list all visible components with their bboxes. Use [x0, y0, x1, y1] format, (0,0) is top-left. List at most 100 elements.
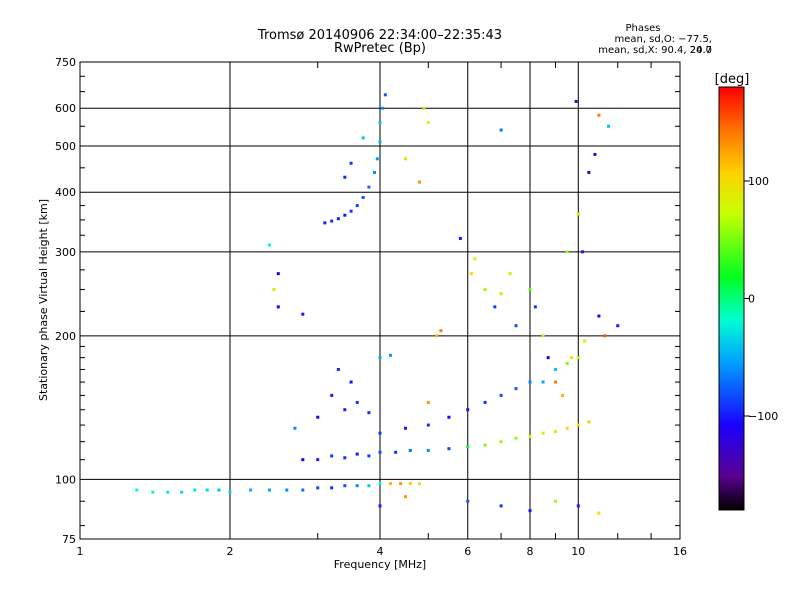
phase-stats-x: mean, sd,X: 90.4, 24.7 [598, 45, 712, 56]
scatter-point [533, 305, 537, 309]
scatter-point [439, 329, 443, 333]
scatter-point [330, 486, 334, 490]
scatter-point [561, 393, 565, 397]
scatter-point [616, 324, 620, 328]
colorbar-label: [deg] [715, 72, 750, 87]
y-tick-label: 500 [55, 140, 76, 153]
scatter-point [367, 411, 371, 415]
x-tick-label: 16 [673, 545, 687, 558]
scatter-point [473, 257, 477, 261]
scatter-point [403, 495, 407, 499]
scatter-point [514, 324, 518, 328]
scatter-point [336, 367, 340, 371]
scatter-point [426, 400, 430, 404]
scatter-point [483, 443, 487, 447]
scatter-point [508, 272, 512, 276]
scatter-point [576, 423, 580, 427]
phase-stats-title: Phases [625, 23, 661, 34]
colorbar-ticks: 100 0 −100 [744, 175, 778, 423]
x-tick-label: 8 [527, 545, 534, 558]
colorbar-tick-label: −100 [748, 410, 778, 423]
scatter-point [355, 400, 359, 404]
scatter-point [447, 415, 451, 419]
scatter-point [323, 221, 327, 225]
scatter-point [349, 209, 353, 213]
scatter-point [349, 380, 353, 384]
scatter-point [394, 450, 398, 454]
scatter-point [343, 213, 347, 217]
scatter-point [378, 140, 382, 144]
scatter-point [553, 367, 557, 371]
scatter-point [378, 482, 382, 486]
scatter-points [135, 93, 620, 515]
scatter-point [336, 217, 340, 221]
scatter-point [228, 490, 232, 494]
y-tick-label: 400 [55, 186, 76, 199]
scatter-point [378, 431, 382, 435]
scatter-point [285, 488, 289, 492]
scatter-point [576, 504, 580, 508]
x-tick-label: 6 [464, 545, 471, 558]
scatter-point [301, 488, 305, 492]
y-axis-ticks: 75 100 200 300 400 500 600 750 [55, 56, 680, 546]
scatter-point [499, 292, 503, 296]
scatter-point [514, 436, 518, 440]
scatter-point [469, 272, 473, 276]
scatter-point [378, 121, 382, 125]
scatter-point [546, 356, 550, 360]
scatter-point [541, 431, 545, 435]
scatter-point [180, 490, 184, 494]
colorbar-tick-label: 100 [748, 175, 769, 188]
scatter-point [378, 450, 382, 454]
scatter-point [528, 288, 532, 292]
scatter-point [553, 499, 557, 503]
scatter-point [499, 440, 503, 444]
scatter-point [607, 124, 611, 128]
scatter-point [349, 161, 353, 165]
scatter-point [417, 180, 421, 184]
scatter-point [378, 356, 382, 360]
scatter-point [330, 219, 334, 223]
scatter-point [426, 121, 430, 125]
x-tick-label: 2 [227, 545, 234, 558]
scatter-point [330, 393, 334, 397]
scatter-point [499, 504, 503, 508]
x-tick-label: 4 [377, 545, 384, 558]
scatter-point [389, 353, 393, 357]
scatter-point [408, 482, 412, 486]
grid-lines [80, 62, 680, 539]
scatter-point [435, 334, 439, 338]
scatter-point [583, 339, 587, 343]
scatter-point [466, 445, 470, 449]
chart-subtitle: RwPretec (Bp) [333, 41, 427, 56]
scatter-point [301, 312, 305, 316]
scatter-point [276, 305, 280, 309]
scatter-point [355, 204, 359, 208]
scatter-point [361, 195, 365, 199]
scatter-point [381, 106, 385, 110]
scatter-point [389, 482, 393, 486]
scatter-point [355, 484, 359, 488]
scatter-point [514, 387, 518, 391]
scatter-point [367, 185, 371, 189]
scatter-point [565, 426, 569, 430]
x-axis-label: Frequency [MHz] [334, 558, 426, 571]
scatter-point [597, 113, 601, 117]
y-tick-label: 600 [55, 102, 76, 115]
plot-frame [79, 61, 681, 540]
scatter-point [597, 511, 601, 515]
scatter-point [316, 486, 320, 490]
scatter-point [603, 334, 607, 338]
scatter-point [426, 423, 430, 427]
scatter-point [541, 380, 545, 384]
scatter-point [403, 157, 407, 161]
scatter-point [466, 499, 470, 503]
scatter-point [597, 314, 601, 318]
scatter-point [483, 288, 487, 292]
scatter-point [528, 435, 532, 439]
y-tick-label: 100 [55, 473, 76, 486]
scatter-point [193, 488, 197, 492]
y-axis-label: Stationary phase Virtual Height [km] [37, 199, 50, 401]
scatter-point [151, 490, 155, 494]
